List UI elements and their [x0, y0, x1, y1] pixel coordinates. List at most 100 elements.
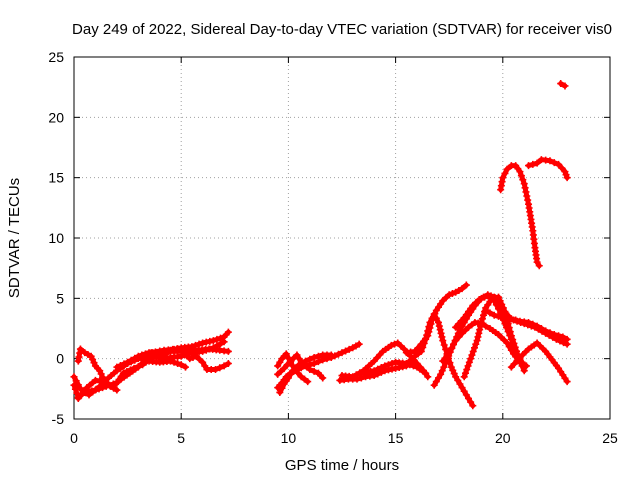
- data-series: [70, 80, 571, 410]
- data-point-marker: [304, 378, 312, 386]
- data-point-marker: [473, 337, 481, 345]
- data-point-marker: [435, 322, 443, 330]
- data-point-marker: [284, 374, 292, 382]
- tick-labels: 0 5 10 15 20 25 -5 0 5 10 15 20 25: [48, 49, 618, 446]
- data-point-marker: [352, 371, 360, 379]
- data-point-marker: [342, 347, 350, 355]
- data-point-marker: [438, 333, 446, 341]
- series-line: [508, 340, 570, 385]
- data-point-marker: [472, 340, 480, 348]
- data-point-marker: [199, 347, 207, 355]
- data-point-marker: [460, 373, 468, 381]
- data-point-marker: [458, 285, 466, 293]
- data-point-marker: [306, 366, 314, 374]
- data-point-marker: [542, 329, 550, 337]
- data-point-marker: [505, 343, 513, 351]
- data-point-marker: [467, 355, 475, 363]
- data-point-marker: [516, 168, 524, 176]
- data-point-marker: [113, 363, 121, 371]
- data-point-marker: [422, 369, 430, 377]
- data-point-marker: [463, 366, 471, 374]
- data-point-marker: [387, 341, 395, 349]
- data-point-marker: [134, 353, 142, 361]
- data-point-marker: [563, 378, 571, 386]
- data-point-marker: [440, 341, 448, 349]
- data-point-marker: [284, 354, 292, 362]
- data-point-marker: [302, 357, 310, 365]
- data-point-marker: [430, 310, 438, 318]
- data-point-marker: [201, 362, 209, 370]
- data-point-marker: [420, 339, 428, 347]
- data-point-marker: [486, 309, 494, 317]
- data-point-marker: [440, 363, 448, 371]
- data-point-marker: [209, 344, 217, 352]
- data-point-marker: [556, 337, 564, 345]
- data-point-marker: [520, 180, 528, 188]
- series-track-24: [507, 339, 571, 386]
- data-point-marker: [220, 338, 228, 346]
- data-point-marker: [477, 318, 485, 326]
- data-point-marker: [280, 364, 288, 372]
- data-point-marker: [224, 328, 232, 336]
- data-point-marker: [478, 315, 486, 323]
- data-point-marker: [72, 377, 80, 385]
- data-point-marker: [424, 373, 432, 381]
- y-tick-label: 15: [48, 170, 64, 186]
- data-point-marker: [293, 351, 301, 359]
- x-tick-label: 10: [281, 430, 297, 446]
- data-point-marker: [521, 184, 529, 192]
- data-point-marker: [503, 339, 511, 347]
- data-point-marker: [558, 164, 566, 172]
- data-point-marker: [425, 323, 433, 331]
- data-point-marker: [432, 378, 440, 386]
- grid: [74, 57, 610, 419]
- data-point-marker: [464, 362, 472, 370]
- data-point-marker: [202, 346, 210, 354]
- y-tick-label: 0: [56, 351, 64, 367]
- data-point-marker: [513, 317, 521, 325]
- data-point-marker: [423, 331, 431, 339]
- y-axis-label: SDTVAR / TECUs: [6, 178, 23, 298]
- data-point-marker: [476, 326, 484, 334]
- data-point-marker: [217, 340, 225, 348]
- data-point-marker: [224, 359, 232, 367]
- data-point-marker: [74, 381, 82, 389]
- data-point-marker: [199, 339, 207, 347]
- data-point-marker: [400, 345, 408, 353]
- x-tick-label: 20: [495, 430, 511, 446]
- data-point-marker: [430, 381, 438, 389]
- series-track-18: [404, 310, 477, 410]
- data-point-marker: [99, 373, 107, 381]
- data-point-marker: [156, 347, 164, 355]
- data-point-marker: [120, 360, 128, 368]
- data-point-marker: [195, 340, 203, 348]
- data-point-marker: [216, 364, 224, 372]
- series-track-04: [74, 345, 121, 394]
- data-point-marker: [166, 357, 174, 365]
- y-tick-label: 10: [48, 230, 64, 246]
- data-point-marker: [447, 345, 455, 353]
- data-point-marker: [560, 339, 568, 347]
- data-point-marker: [367, 368, 375, 376]
- data-point-marker: [467, 398, 475, 406]
- data-point-marker: [563, 340, 571, 348]
- data-point-marker: [206, 345, 214, 353]
- data-point-marker: [499, 174, 507, 182]
- chart-title: Day 249 of 2022, Sidereal Day-to-day VTE…: [72, 21, 612, 38]
- data-point-marker: [349, 373, 357, 381]
- data-point-marker: [209, 337, 217, 345]
- data-point-marker: [306, 355, 314, 363]
- data-point-marker: [224, 347, 232, 355]
- data-point-marker: [384, 361, 392, 369]
- data-point-marker: [70, 373, 78, 381]
- data-point-marker: [295, 355, 303, 363]
- series-track-13: [274, 350, 312, 386]
- data-point-marker: [124, 358, 132, 366]
- y-tick-label: -5: [52, 411, 65, 427]
- data-point-marker: [338, 349, 346, 357]
- data-point-marker: [370, 367, 378, 375]
- data-point-marker: [116, 362, 124, 370]
- data-point-marker: [147, 349, 155, 357]
- data-point-marker: [381, 362, 389, 370]
